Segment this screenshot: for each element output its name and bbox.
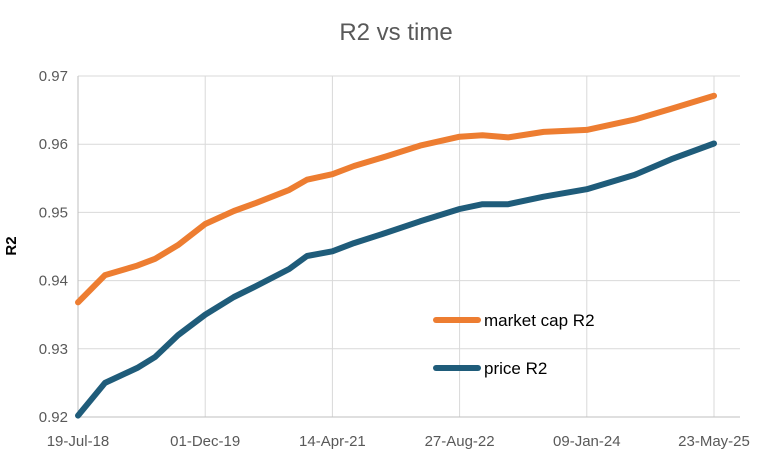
chart-title: R2 vs time [339,19,452,46]
legend: market cap R2 price R2 [433,311,595,378]
axes: 0.92 0.93 0.94 0.95 0.96 0.97 19-Jul-18 01-Dec-… [39,68,750,450]
y-tick-label: 0.96 [39,136,68,153]
y-tick-label: 0.94 [39,273,68,290]
x-tick-label: 23-May-25 [678,433,750,450]
series-line-price-r2 [75,140,717,419]
x-tick-label: 01-Dec-19 [170,433,240,450]
x-tick-label: 27-Aug-22 [425,433,495,450]
x-tick-label: 14-Apr-21 [299,433,366,450]
y-tick-label: 0.92 [39,409,68,426]
y-axis-label: R2 [3,236,20,255]
series-lines [75,92,717,419]
legend-label-price: price R2 [484,359,547,378]
y-tick-label: 0.95 [39,204,68,221]
x-tick-label: 19-Jul-18 [47,433,110,450]
y-tick-label: 0.97 [39,68,68,85]
series-line-market-cap-r2 [75,92,717,306]
y-tick-label: 0.93 [39,341,68,358]
x-tick-label: 09-Jan-24 [553,433,621,450]
legend-label-market-cap: market cap R2 [484,311,595,330]
